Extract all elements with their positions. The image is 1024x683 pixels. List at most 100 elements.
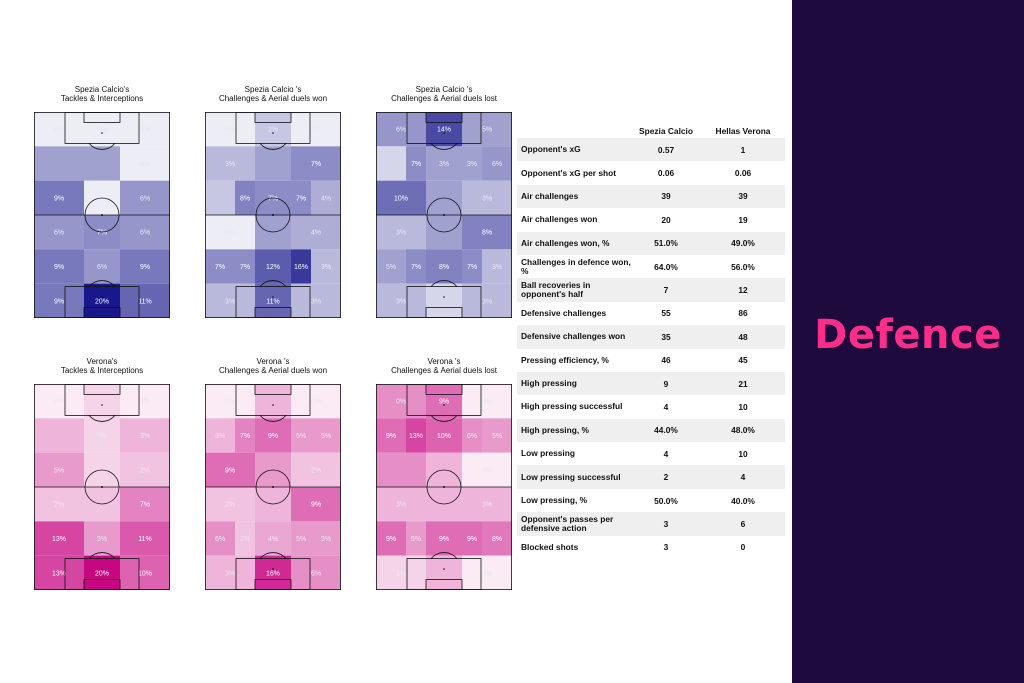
- heatmap-cell: [84, 384, 120, 419]
- row-label: Low pressing: [521, 448, 575, 459]
- verona-value: 48.0%: [731, 425, 755, 436]
- heatmap-title: Spezia Calcio's Tackles & Interceptions: [60, 85, 144, 103]
- heatmap-cell: [462, 521, 482, 556]
- pitch-marking: [101, 214, 103, 216]
- cell-label: 3%: [311, 298, 321, 305]
- cell-label: 16%: [266, 570, 280, 577]
- cell-label: 7%: [97, 230, 107, 237]
- spezia-value: 50.0%: [654, 495, 678, 506]
- cell-label: 2%: [140, 467, 150, 474]
- heatmap-cell: [120, 249, 170, 284]
- cell-label: 7%: [268, 195, 278, 202]
- pitch-marking: [425, 307, 463, 319]
- heatmap-cell: [120, 487, 170, 522]
- table-row: Opponent's xG per shot 0.06 0.06: [517, 161, 785, 184]
- heatmap-cell: [291, 180, 311, 215]
- spezia-value: 64.0%: [654, 261, 678, 272]
- heatmap-cell: [462, 384, 512, 419]
- pitch-marking: [83, 384, 121, 395]
- heatmap-cell: [255, 249, 291, 284]
- heatmap-cell: [406, 249, 426, 284]
- cell-label: 3%: [439, 161, 449, 168]
- cell-label: 3%: [140, 433, 150, 440]
- heatmap-cell: [311, 521, 341, 556]
- cell-label: 11%: [138, 536, 152, 543]
- stats-header: Spezia Calcio Hellas Verona: [517, 124, 785, 138]
- heatmap-cell: [426, 521, 462, 556]
- table-row: Opponent's xG 0.57 1: [517, 138, 785, 162]
- table-row: Blocked shots 3 0: [517, 536, 785, 559]
- heatmap-cell: [426, 283, 462, 318]
- heatmap-cell: [482, 249, 512, 284]
- cell-label: 9%: [54, 298, 64, 305]
- pitch-marking: [254, 384, 292, 395]
- heatmap-cell: [462, 418, 482, 453]
- pitch-heatmap: 0% 0% 3% 7% 9% 5% 5% 9% 2% 2% 9% 6% 2% 4% 5% 5% 3% 16% 6%: [205, 384, 341, 591]
- heatmap-cell: [462, 283, 512, 318]
- pitch-marking: [259, 143, 287, 150]
- pitch-marking: [443, 296, 445, 298]
- heatmap-cell: [291, 487, 341, 522]
- section-title: Defence: [814, 312, 1002, 358]
- spezia-value: 0.06: [657, 168, 675, 179]
- pitch-marking: [272, 132, 274, 134]
- heatmap-cell: [235, 180, 255, 215]
- cell-label: 8%: [240, 195, 250, 202]
- heatmap-cell: [120, 418, 170, 453]
- cell-label: 8%: [439, 264, 449, 271]
- cell-label: 5%: [54, 467, 64, 474]
- verona-value: 56.0%: [731, 261, 755, 272]
- cell-label: 20%: [95, 570, 109, 577]
- verona-value: 12: [738, 285, 748, 296]
- heatmap-cell: [235, 249, 255, 284]
- cell-label: 3%: [482, 502, 492, 509]
- pitch-marking: [88, 552, 116, 559]
- verona-value: 1: [740, 144, 746, 155]
- cell-label: 3%: [225, 161, 235, 168]
- row-label: High pressing, %: [521, 424, 589, 435]
- verona-value: 48: [738, 331, 748, 342]
- cell-label: 7%: [411, 161, 421, 168]
- table-row: Low pressing 4 10: [517, 442, 785, 465]
- cell-label: 8%: [492, 536, 502, 543]
- row-label: Air challenges won, %: [521, 237, 610, 248]
- pitch-marking: [83, 579, 121, 591]
- table-row: Low pressing, % 50.0% 40.0%: [517, 489, 785, 512]
- cell-label: 11%: [138, 298, 152, 305]
- heatmap-cell: [34, 521, 84, 556]
- spezia-value: 3: [663, 518, 669, 529]
- heatmap-cell: [376, 146, 406, 181]
- heatmap-cell: [205, 487, 255, 522]
- cell-label: 6%: [54, 230, 64, 237]
- table-row: Opponent's passes per defensive action 3 6: [517, 512, 785, 536]
- heatmap-cell: [120, 283, 170, 318]
- heatmap-title: Spezia Calcio 's Challenges & Aerial duel…: [218, 85, 328, 103]
- cell-label: 9%: [54, 195, 64, 202]
- heatmap-cell: [205, 146, 255, 181]
- heatmap-cell: [291, 112, 341, 147]
- heatmap-cell: [34, 384, 84, 419]
- cell-label: 5%: [296, 433, 306, 440]
- cell-label: 6%: [396, 127, 406, 134]
- heatmap-cell: [462, 555, 512, 590]
- heatmap-cell: [376, 283, 426, 318]
- heatmap-cell: [34, 146, 84, 181]
- table-row: High pressing successful 4 10: [517, 395, 785, 418]
- pitch-marking: [272, 404, 274, 406]
- cell-label: 9%: [439, 399, 449, 406]
- heatmap-cell: [426, 384, 462, 419]
- cell-label: 9%: [439, 536, 449, 543]
- pitch-marking: [101, 296, 103, 298]
- heatmap-cell: [462, 146, 482, 181]
- heatmap-cell: [462, 215, 512, 250]
- verona-value: 4: [740, 472, 746, 483]
- cell-label: 10%: [437, 433, 451, 440]
- heatmap-cell: [235, 521, 255, 556]
- cell-label: 0%: [482, 399, 492, 406]
- cell-label: 3%: [467, 161, 477, 168]
- cell-label: 3%: [321, 264, 331, 271]
- pitch-marking: [425, 579, 463, 591]
- heatmap-cell: [482, 521, 512, 556]
- cell-label: 9%: [467, 536, 477, 543]
- cell-label: 0%: [225, 399, 235, 406]
